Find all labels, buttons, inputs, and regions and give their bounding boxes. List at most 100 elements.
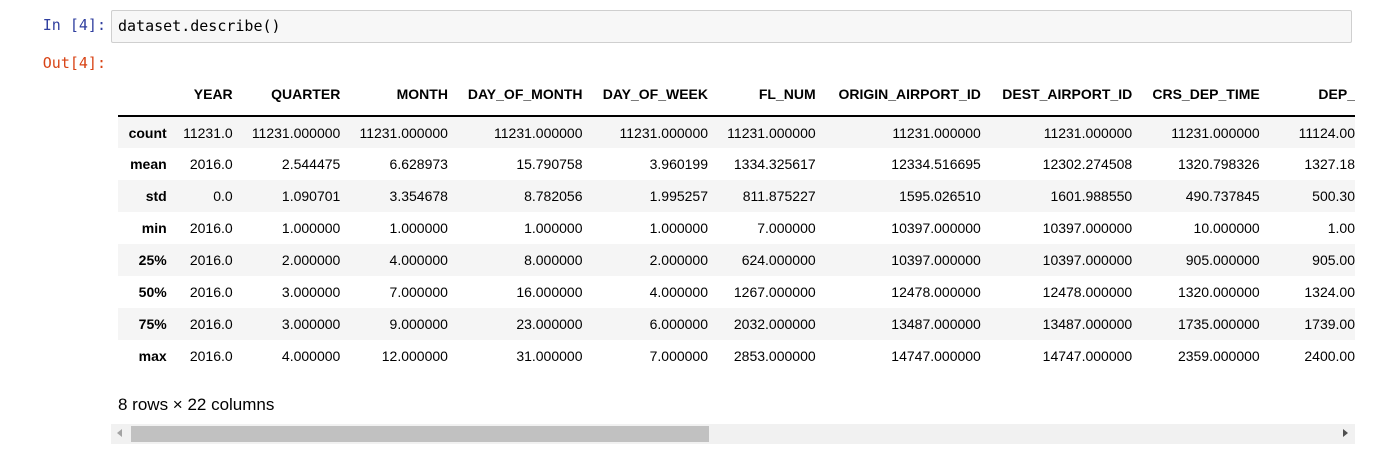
column-header: CRS_DEP_TIME <box>1132 72 1260 117</box>
table-cell: 1320.000000 <box>1177 284 1260 300</box>
table-cell: 7.000000 <box>649 348 709 364</box>
table-cell: 1327.18 <box>1304 156 1355 172</box>
table-row: count 11231.0 11231.000000 11231.000000 1123… <box>118 116 1355 148</box>
table-row: mean 2016.0 2.544475 6.628973 15.790758 3.960… <box>118 148 1355 180</box>
code-text[interactable]: dataset.describe() <box>118 17 281 35</box>
table-cell: 1334.325617 <box>733 156 816 172</box>
table-cell: 811.875227 <box>742 188 816 204</box>
row-index-label: 50% <box>138 284 167 300</box>
table-cell: 11231.000000 <box>494 124 583 141</box>
table-row: 50% 2016.0 3.000000 7.000000 16.000000 4.0000… <box>118 276 1355 308</box>
table-cell: 1.995257 <box>649 188 709 204</box>
table-cell: 3.960199 <box>649 156 709 172</box>
table-cell: 11231.000000 <box>892 124 981 141</box>
table-cell: 1.000000 <box>524 220 583 236</box>
table-cell: 11231.000000 <box>251 124 341 141</box>
table-row: 75% 2016.0 3.000000 9.000000 23.000000 6.0000… <box>118 308 1355 340</box>
table-cell: 8.782056 <box>524 188 583 204</box>
table-row: max 2016.0 4.000000 12.000000 31.000000 7.000… <box>118 340 1355 372</box>
table-shape-summary: 8 rows × 22 columns <box>118 395 275 414</box>
table-cell: 1595.026510 <box>899 188 981 204</box>
table-cell: 12478.000000 <box>1042 284 1133 300</box>
table-cell: 11231.000000 <box>727 124 816 141</box>
table-cell: 1739.00 <box>1304 316 1355 332</box>
column-header: YEAR <box>166 72 233 117</box>
column-header: QUARTER <box>232 72 341 117</box>
table-cell: 7.000000 <box>389 284 448 300</box>
column-header: MONTH <box>340 72 448 117</box>
row-index-label: std <box>145 188 167 204</box>
table-cell: 8.000000 <box>524 252 583 268</box>
table-cell: 2853.000000 <box>733 348 816 364</box>
table-cell: 13487.000000 <box>1042 316 1133 332</box>
column-header: ORIGIN_AIRPORT_ID <box>815 72 981 117</box>
table-cell: 10397.000000 <box>891 220 981 236</box>
table-cell: 12.000000 <box>381 348 448 364</box>
row-index-label: max <box>138 348 167 364</box>
code-input-cell[interactable]: dataset.describe() <box>111 10 1352 43</box>
table-cell: 2359.000000 <box>1177 348 1260 364</box>
table-cell: 3.000000 <box>281 316 341 332</box>
table-cell: 624.000000 <box>741 252 816 268</box>
table-cell: 11231.000000 <box>619 124 709 141</box>
table-cell: 2.544475 <box>281 156 341 172</box>
table-cell: 14747.000000 <box>891 348 981 364</box>
row-index-label: mean <box>130 156 167 172</box>
table-row: min 2016.0 1.000000 1.000000 1.000000 1.00000… <box>118 212 1355 244</box>
horizontal-scrollbar[interactable] <box>111 424 1355 444</box>
table-cell: 1267.000000 <box>733 284 816 300</box>
table-cell: 1.000000 <box>649 220 709 236</box>
table-cell: 2.000000 <box>281 252 341 268</box>
table-cell: 1.00 <box>1327 220 1355 236</box>
table-cell: 1.090701 <box>281 188 341 204</box>
table-cell: 9.000000 <box>389 316 448 332</box>
table-cell: 16.000000 <box>516 284 583 300</box>
row-index-label: count <box>128 124 167 141</box>
table-cell: 13487.000000 <box>891 316 981 332</box>
scrollbar-thumb[interactable] <box>131 426 709 442</box>
column-header: DAY_OF_WEEK <box>582 72 709 117</box>
scroll-right-arrow-icon[interactable] <box>1343 429 1348 437</box>
table-cell: 2032.000000 <box>733 316 816 332</box>
scroll-left-arrow-icon[interactable] <box>117 429 122 437</box>
table-cell: 1.000000 <box>281 220 341 236</box>
table-cell: 1.000000 <box>389 220 448 236</box>
table-cell: 14747.000000 <box>1042 348 1133 364</box>
table-cell: 1601.988550 <box>1050 188 1133 204</box>
dataframe-output: YEAR QUARTER MONTH DAY_OF_MONTH DAY_OF_W… <box>118 72 1355 372</box>
table-cell: 2016.0 <box>189 316 233 332</box>
column-header: FL_NUM <box>708 72 816 117</box>
table-row: 25% 2016.0 2.000000 4.000000 8.000000 2.00000… <box>118 244 1355 276</box>
table-cell: 1324.00 <box>1304 284 1355 300</box>
describe-table: YEAR QUARTER MONTH DAY_OF_MONTH DAY_OF_W… <box>118 72 1355 372</box>
table-cell: 15.790758 <box>516 156 583 172</box>
table-cell: 4.000000 <box>389 252 448 268</box>
table-cell: 2400.00 <box>1304 348 1355 364</box>
table-cell: 2016.0 <box>189 348 233 364</box>
table-cell: 12302.274508 <box>1042 156 1133 172</box>
table-row: std 0.0 1.090701 3.354678 8.782056 1.995257 81… <box>118 180 1355 212</box>
input-prompt: In [4]: <box>42 16 106 34</box>
output-prompt: Out[4]: <box>42 54 106 72</box>
table-cell: 905.00 <box>1312 252 1355 268</box>
table-cell: 2016.0 <box>189 156 233 172</box>
column-header: DEST_AIRPORT_ID <box>980 72 1133 117</box>
table-cell: 4.000000 <box>281 348 341 364</box>
table-cell: 10397.000000 <box>1042 220 1133 236</box>
column-header: DAY_OF_MONTH <box>447 72 583 117</box>
column-header: DEP_ <box>1259 72 1355 117</box>
table-cell: 3.000000 <box>281 284 341 300</box>
table-cell: 11231.0 <box>183 124 233 141</box>
table-cell: 2016.0 <box>189 220 233 236</box>
table-cell: 6.628973 <box>389 156 448 172</box>
table-cell: 11231.000000 <box>1043 124 1133 141</box>
table-cell: 23.000000 <box>516 316 583 332</box>
table-cell: 3.354678 <box>389 188 448 204</box>
table-cell: 1735.000000 <box>1177 316 1260 332</box>
table-cell: 905.000000 <box>1185 252 1260 268</box>
table-cell: 12334.516695 <box>891 156 981 172</box>
table-cell: 2016.0 <box>189 252 233 268</box>
row-index-label: 75% <box>138 316 167 332</box>
table-cell: 0.0 <box>213 188 233 204</box>
table-cell: 2016.0 <box>189 284 233 300</box>
